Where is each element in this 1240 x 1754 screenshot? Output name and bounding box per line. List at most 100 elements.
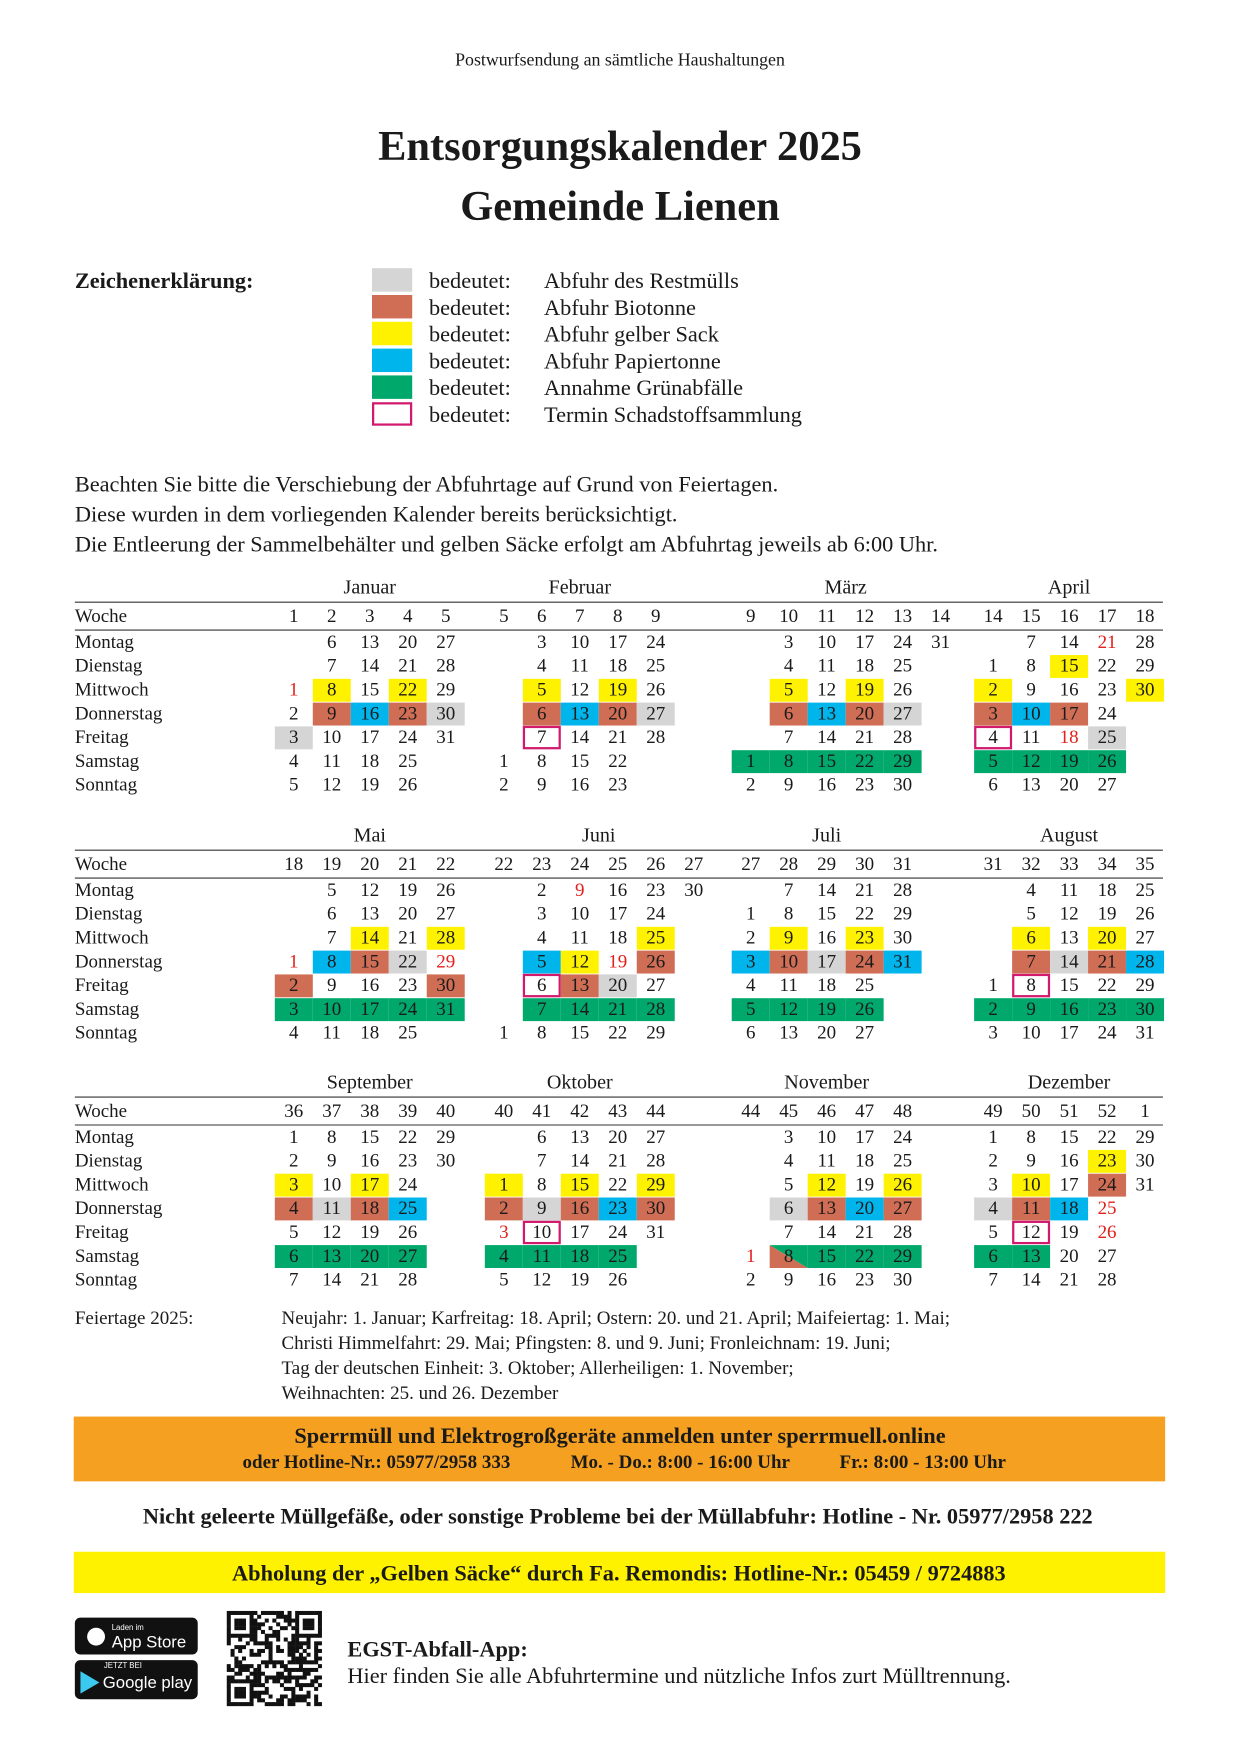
qr-module [268, 1660, 273, 1665]
qr-module [257, 1664, 262, 1669]
cell-fill [974, 1245, 1013, 1268]
day: 7 [784, 1222, 794, 1243]
weekday-label: Sonntag [75, 1270, 138, 1291]
cell-fill [522, 998, 561, 1022]
qr-module [279, 1675, 284, 1680]
cell-fill [974, 750, 1013, 774]
qr-module [249, 1694, 254, 1699]
qr-module [253, 1694, 258, 1699]
day: 24 [1098, 703, 1117, 724]
month-name: September [327, 1072, 413, 1094]
cell-fill [1012, 998, 1051, 1022]
day: 3 [537, 632, 547, 653]
day: 6 [784, 703, 794, 724]
qr-module [314, 1679, 319, 1684]
day: 12 [360, 880, 379, 901]
day: 14 [817, 880, 836, 901]
week-number: 40 [494, 1101, 513, 1122]
cell-fill [312, 1197, 351, 1221]
weekday-label: Montag [75, 1127, 135, 1148]
day: 3 [784, 632, 794, 653]
qr-module [264, 1679, 269, 1684]
qr-module [257, 1614, 262, 1619]
appstore-badge[interactable] [74, 1617, 198, 1655]
day: 8 [327, 1127, 337, 1148]
day: 10 [779, 951, 798, 972]
week-number: 44 [646, 1101, 665, 1122]
day: 3 [499, 1222, 509, 1243]
legend-word: bedeutet: [429, 322, 511, 347]
qr-module [260, 1690, 265, 1695]
cell-fill [636, 1173, 675, 1197]
day: 22 [398, 1127, 417, 1148]
legend-word: bedeutet: [429, 402, 511, 427]
sperrmuell-bar [73, 1416, 1166, 1482]
cell-border [522, 1220, 561, 1245]
qr-module [276, 1614, 281, 1619]
day: 19 [1060, 1222, 1079, 1243]
qr-module [295, 1614, 300, 1619]
cell-fill [560, 1173, 599, 1197]
qr-module [276, 1660, 281, 1665]
day: 16 [360, 975, 379, 996]
day: 8 [784, 904, 794, 925]
qr-module [291, 1618, 296, 1623]
day: 6 [1026, 927, 1036, 948]
cell-fill [426, 926, 465, 950]
app-text: Hier finden Sie alle Abfuhrtermine und n… [347, 1663, 1010, 1688]
day: 18 [817, 975, 836, 996]
month-name: April [1048, 577, 1091, 599]
qr-module [249, 1626, 254, 1631]
day: 13 [1022, 775, 1041, 796]
day: 3 [289, 727, 298, 748]
qr-module [306, 1690, 311, 1695]
qr-module [226, 1667, 231, 1672]
cell-fill [883, 1197, 922, 1221]
day: 6 [537, 1127, 547, 1148]
month-name: Dezember [1028, 1072, 1111, 1094]
play-icon [80, 1671, 100, 1694]
qr-module [234, 1690, 239, 1695]
qr-module [302, 1671, 307, 1676]
qr-module [234, 1626, 239, 1631]
qr-module [291, 1633, 296, 1638]
day: 9 [1026, 999, 1036, 1020]
weekday-label: Mittwoch [75, 1174, 149, 1195]
legend-word: bedeutet: [429, 295, 511, 320]
week-number: 5 [499, 606, 509, 627]
day: 25 [646, 656, 665, 677]
play-badge[interactable] [74, 1660, 198, 1700]
day: 16 [817, 927, 836, 948]
qr-module [314, 1648, 319, 1653]
qr-module [264, 1660, 269, 1665]
cell-fill [388, 678, 427, 702]
day: 3 [746, 951, 756, 972]
day: 14 [570, 999, 589, 1020]
qr-module [306, 1622, 311, 1627]
week-number: 5 [441, 606, 451, 627]
qr-module [230, 1610, 235, 1615]
day: 14 [360, 927, 379, 948]
week-number: 23 [532, 854, 551, 875]
qr-module [287, 1698, 292, 1703]
day: 5 [784, 679, 794, 700]
qr-module [268, 1626, 273, 1631]
day: 7 [988, 1270, 998, 1291]
day: 11 [571, 927, 589, 948]
week-number: 6 [537, 606, 547, 627]
cell-fill [883, 750, 922, 774]
qr-module [279, 1664, 284, 1669]
weekday-label: Freitag [75, 1222, 129, 1243]
cell-fill [636, 998, 675, 1022]
day: 7 [537, 999, 547, 1020]
qr-module [257, 1667, 262, 1672]
appstore-label: App Store [112, 1633, 187, 1652]
qr-module [287, 1671, 292, 1676]
qr-module [226, 1622, 231, 1627]
qr-module [306, 1702, 311, 1707]
apple-icon [87, 1627, 106, 1646]
day: 23 [398, 703, 417, 724]
day: 12 [322, 1222, 341, 1243]
day: 31 [646, 1222, 665, 1243]
qr-module [264, 1645, 269, 1650]
